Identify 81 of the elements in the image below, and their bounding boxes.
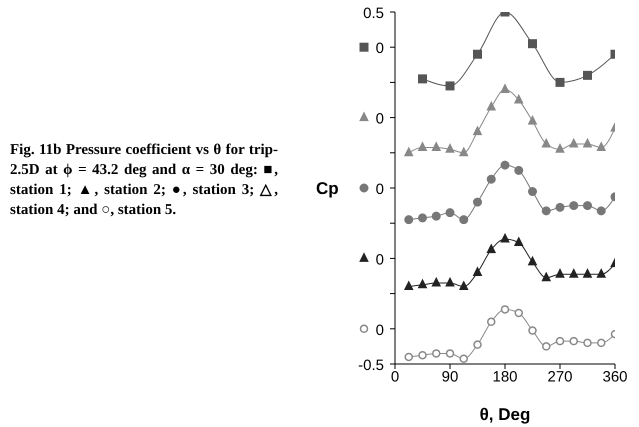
point	[500, 305, 510, 314]
point	[570, 336, 578, 346]
point	[514, 166, 524, 175]
point	[528, 256, 537, 266]
point	[556, 336, 564, 346]
point	[542, 272, 551, 282]
y-tick-label: 0	[376, 40, 384, 58]
point	[569, 138, 578, 148]
point	[542, 138, 551, 148]
point	[446, 208, 454, 218]
x-tick-label: 90	[442, 368, 458, 386]
point	[418, 74, 427, 84]
point	[569, 201, 578, 210]
point	[556, 144, 564, 153]
point	[459, 215, 468, 224]
point	[514, 237, 524, 246]
y-tick-label: 0	[376, 181, 384, 198]
point	[418, 142, 427, 152]
point	[500, 234, 510, 243]
point	[596, 142, 606, 152]
point	[583, 268, 592, 278]
x-axis-title: θ, Deg	[480, 405, 530, 424]
point	[597, 338, 606, 348]
y-tick-label: 0	[376, 322, 384, 339]
y-tick-label: 0.5	[363, 5, 384, 22]
point	[583, 138, 592, 148]
point	[404, 215, 414, 224]
x-tick-label: 180	[492, 368, 518, 386]
point	[459, 281, 468, 290]
point	[500, 160, 510, 170]
point	[418, 213, 427, 222]
point	[418, 279, 427, 288]
point	[446, 278, 454, 287]
point	[486, 244, 496, 254]
point	[473, 50, 482, 59]
point	[432, 349, 440, 358]
text: Fig. 11b Pressure coefficient vs θ for trip-2.5D at ϕ = 43.2 deg and α = 30 deg: ■, station 1; ▲, station 2; ●, station 3; △, station 4; and ○, station 5.	[10, 141, 278, 220]
point	[528, 39, 537, 48]
point	[583, 70, 592, 80]
point	[569, 268, 578, 278]
point	[583, 338, 592, 348]
point	[460, 354, 468, 363]
point	[486, 102, 496, 111]
point	[556, 202, 564, 212]
point	[404, 281, 414, 290]
y-tick-label: 0	[376, 251, 384, 268]
point	[446, 81, 454, 90]
point	[514, 308, 523, 318]
point	[583, 201, 592, 210]
point	[404, 147, 414, 156]
point	[459, 147, 468, 156]
point	[486, 174, 496, 184]
x-tick-label: 270	[547, 368, 573, 386]
point	[432, 142, 441, 152]
x-tick-label: 0	[390, 368, 400, 386]
point	[446, 144, 454, 153]
point	[596, 268, 606, 278]
point	[487, 318, 496, 326]
point	[473, 198, 482, 207]
point	[432, 278, 441, 287]
point	[528, 326, 537, 335]
point	[556, 268, 564, 278]
y-tick-label: -0.5	[358, 357, 384, 374]
point	[542, 342, 550, 351]
point	[556, 78, 564, 87]
point	[446, 349, 454, 358]
point	[528, 116, 537, 125]
point	[500, 84, 510, 93]
point	[528, 187, 537, 196]
point	[473, 266, 482, 276]
y-tick-label: 0	[376, 110, 384, 128]
point	[596, 206, 606, 216]
point	[514, 94, 524, 104]
x-tick-label: 360	[602, 368, 628, 386]
point	[542, 206, 551, 216]
point	[473, 340, 482, 349]
y-axis-title: Cp	[316, 179, 339, 198]
point	[473, 126, 482, 136]
point	[404, 352, 413, 362]
point	[418, 350, 427, 360]
point	[432, 212, 441, 221]
